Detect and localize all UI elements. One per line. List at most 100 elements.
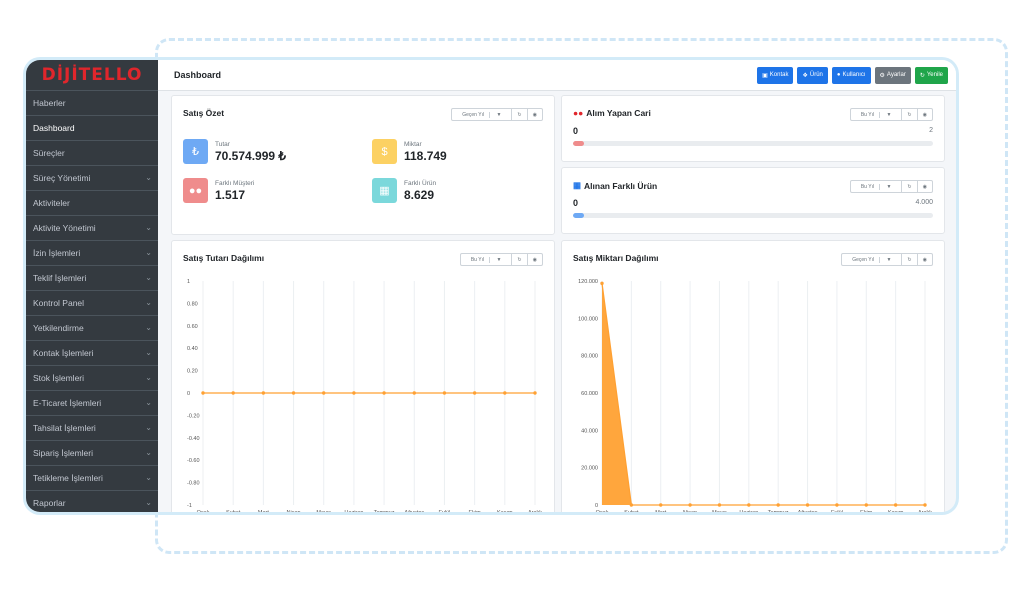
stat-miktar: $ Miktar 118.749 xyxy=(372,139,447,164)
series-line xyxy=(601,283,925,506)
address-card-icon: ▣ xyxy=(762,72,768,79)
sidebar-item-label: Kontrol Panel xyxy=(33,298,85,308)
x-tick-label: Mart xyxy=(258,510,269,512)
chevron-down-icon: ⌄ xyxy=(145,323,152,332)
chevron-down-icon: ⌄ xyxy=(145,498,152,507)
eye-icon[interactable]: ◉ xyxy=(922,183,927,190)
data-point xyxy=(629,503,634,507)
refresh-icon[interactable]: ↻ xyxy=(902,181,918,192)
users-icon: ●● xyxy=(573,108,584,118)
y-tick-label: -0.40 xyxy=(187,436,200,442)
period-filter-button[interactable]: Geçen Yıl ▼ xyxy=(842,254,903,265)
sidebar-item[interactable]: Stok İşlemleri ⌄ xyxy=(26,366,158,391)
eye-icon[interactable]: ◉ xyxy=(922,111,927,118)
y-tick-label: 100.000 xyxy=(578,316,598,322)
sidebar-item[interactable]: Teklif İşlemleri ⌄ xyxy=(26,266,158,291)
sidebar-item-label: Süreç Yönetimi xyxy=(33,173,91,183)
x-tick-label: Mayıs xyxy=(712,510,727,512)
sidebar-item[interactable]: Tahsilat İşlemleri ⌄ xyxy=(26,416,158,441)
eye-icon[interactable]: ◉ xyxy=(532,111,537,118)
sidebar-item[interactable]: Süreç Yönetimi ⌄ xyxy=(26,166,158,191)
sidebar-item[interactable]: Aktiviteler xyxy=(26,191,158,216)
user-icon: ● xyxy=(836,72,841,78)
data-point xyxy=(747,503,751,507)
sidebar-item[interactable]: Tetikleme İşlemleri ⌄ xyxy=(26,466,158,491)
chevron-down-icon: ⌄ xyxy=(145,173,152,182)
period-filter-button[interactable]: Bu Yıl ▼ xyxy=(851,181,903,192)
alinan-farkli-urun-card: ▦ Alınan Farklı Ürün Bu Yıl ▼ ↻ ◉ 0 4.000 xyxy=(561,167,945,234)
x-tick-label: Ekim xyxy=(860,510,873,512)
sidebar-item[interactable]: İzin İşlemleri ⌄ xyxy=(26,241,158,266)
kullanici-button[interactable]: ● Kullanıcı xyxy=(831,66,871,84)
refresh-icon[interactable]: ↻ xyxy=(902,109,918,120)
sidebar-item-label: Yetkilendirme xyxy=(33,323,84,333)
period-filter-button[interactable]: Geçen Yıl ▼ xyxy=(452,109,513,120)
data-point xyxy=(533,391,537,395)
x-tick-label: Temmuz xyxy=(374,510,395,512)
y-tick-label: 120.000 xyxy=(578,279,598,285)
chevron-down-icon: ⌄ xyxy=(145,298,152,307)
yenile-button[interactable]: ↻ Yenile xyxy=(914,66,948,84)
sidebar-item[interactable]: E-Ticaret İşlemleri ⌄ xyxy=(26,391,158,416)
x-tick-label: Nisan xyxy=(683,510,697,512)
sidebar: DİJİTELLO Haberler Dashboard Süreçler Süreç… xyxy=(26,60,158,512)
sidebar-item-label: İzin İşlemleri xyxy=(33,248,81,258)
sidebar-item[interactable]: Haberler xyxy=(26,91,158,116)
x-tick-label: Ağustos xyxy=(404,510,424,512)
card-toolbar: Geçen Yıl ▼ ↻ ◉ xyxy=(841,253,933,266)
x-tick-label: Aralık xyxy=(918,510,932,512)
urun-button[interactable]: ❖ Ürün xyxy=(797,66,828,84)
filter-icon: ▼ xyxy=(886,183,892,190)
data-point xyxy=(923,503,927,507)
sidebar-item[interactable]: Aktivite Yönetimi ⌄ xyxy=(26,216,158,241)
sidebar-item[interactable]: Sipariş İşlemleri ⌄ xyxy=(26,441,158,466)
refresh-icon[interactable]: ↻ xyxy=(902,254,918,265)
chevron-down-icon: ⌄ xyxy=(145,348,152,357)
target-value: 4.000 xyxy=(915,199,933,206)
series-area xyxy=(602,283,925,505)
data-point xyxy=(717,503,722,507)
data-point xyxy=(291,391,296,395)
satis-miktari-chart-card: Satış Miktarı Dağılımı Geçen Yıl ▼ ↻ ◉ 0… xyxy=(561,240,945,512)
x-tick-label: Eylül xyxy=(831,510,843,512)
y-tick-label: -0.80 xyxy=(187,481,200,487)
y-tick-label: 0 xyxy=(595,503,598,509)
eye-icon[interactable]: ◉ xyxy=(532,256,537,263)
sidebar-item[interactable]: Kontrol Panel ⌄ xyxy=(26,291,158,316)
stat-farkli-urun: ▦ Farklı Ürün 8.629 xyxy=(372,178,436,203)
sidebar-item[interactable]: Kontak İşlemleri ⌄ xyxy=(26,341,158,366)
refresh-icon[interactable]: ↻ xyxy=(512,254,528,265)
data-point xyxy=(201,391,205,395)
sidebar-item-label: Teklif İşlemleri xyxy=(33,273,87,283)
filter-icon: ▼ xyxy=(886,111,892,118)
data-point xyxy=(659,503,663,507)
ayarlar-button[interactable]: ⚙ Ayarlar xyxy=(874,66,911,84)
y-tick-label: 0 xyxy=(187,391,190,397)
sidebar-item-label: Haberler xyxy=(33,98,66,108)
period-filter-button[interactable]: Bu Yıl ▼ xyxy=(851,109,903,120)
top-bar: Dashboard ▣ Kontak ❖ Ürün ● Kullanıcı ⚙ Ayar… xyxy=(158,60,956,91)
sidebar-item[interactable]: Raporlar ⌄ xyxy=(26,491,158,512)
refresh-icon[interactable]: ↻ xyxy=(512,109,528,120)
sidebar-item-label: Sipariş İşlemleri xyxy=(33,448,93,458)
sidebar-item[interactable]: Dashboard xyxy=(26,116,158,141)
sidebar-item[interactable]: Yetkilendirme ⌄ xyxy=(26,316,158,341)
data-point xyxy=(893,503,898,507)
x-tick-label: Mart xyxy=(655,510,666,512)
data-point xyxy=(261,391,266,395)
sidebar-item-label: Stok İşlemleri xyxy=(33,373,85,383)
satis-miktari-area-chart: 0 20.000 40.000 60.000 80.000 100.000 120.000 O… xyxy=(578,279,932,512)
satis-ozet-card: Satış Özet Geçen Yıl ▼ ↻ ◉ ₺ Tutar 70.574… xyxy=(171,95,555,235)
lira-icon: ₺ xyxy=(183,139,208,164)
satis-tutari-line-chart: 1 0.80 0.60 0.40 0.20 0 -0.20 -0.40 -0.60 -0.80 -1… xyxy=(187,279,542,512)
data-point xyxy=(805,503,810,507)
y-tick-label: -0.60 xyxy=(187,458,200,464)
data-point xyxy=(352,391,356,395)
x-tick-label: Haziran xyxy=(739,510,758,512)
period-filter-button[interactable]: Bu Yıl ▼ xyxy=(461,254,513,265)
eye-icon[interactable]: ◉ xyxy=(922,256,927,263)
y-tick-label: 0.60 xyxy=(187,324,198,330)
kontak-button[interactable]: ▣ Kontak xyxy=(757,66,794,84)
sidebar-item[interactable]: Süreçler xyxy=(26,141,158,166)
brand-logo[interactable]: DİJİTELLO xyxy=(26,60,158,91)
